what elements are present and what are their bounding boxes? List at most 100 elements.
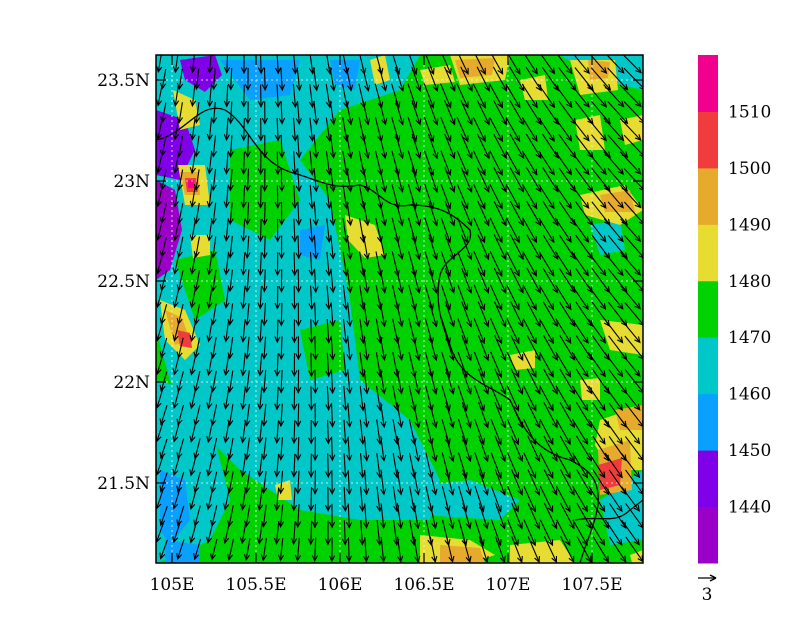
wind-arrow — [461, 267, 473, 294]
wind-arrow — [510, 368, 524, 395]
wind-arrow — [278, 235, 285, 260]
wind-arrow — [592, 368, 610, 395]
wind-arrow — [312, 268, 319, 294]
wind-arrow — [440, 150, 452, 177]
colorbar-label: 1510 — [728, 102, 771, 122]
wind-arrow — [458, 485, 468, 513]
wind-arrow — [240, 151, 247, 175]
wind-arrow — [278, 437, 285, 461]
wind-arrow — [395, 100, 405, 126]
wind-arrow — [223, 152, 230, 175]
colorbar-segment — [698, 506, 718, 564]
wind-arrow — [362, 100, 371, 126]
wind-arrow — [223, 286, 230, 310]
wind-arrow — [522, 284, 537, 311]
wind-arrow — [206, 387, 213, 410]
wind-arrow — [407, 184, 418, 210]
lon-label: 107.5E — [561, 575, 622, 595]
wind-arrow — [539, 418, 554, 446]
wind-arrow — [620, 251, 642, 276]
wind-arrow — [362, 167, 371, 193]
wind-arrow — [156, 85, 163, 107]
wind-arrow — [521, 117, 538, 143]
wind-arrow — [325, 318, 332, 344]
wind-arrow — [587, 184, 607, 209]
wind-arrow — [587, 318, 607, 344]
wind-arrow — [429, 435, 438, 463]
wind-arrow — [378, 100, 388, 126]
wind-arrow — [329, 369, 336, 395]
wind-arrow — [223, 320, 230, 343]
wind-arrow — [571, 419, 589, 445]
wind-arrow — [341, 520, 349, 546]
wind-arrow — [489, 184, 503, 210]
wind-arrow — [189, 152, 196, 175]
wind-arrow — [558, 167, 577, 193]
wind-arrow — [291, 184, 298, 210]
wind-arrow — [159, 304, 168, 325]
wind-arrow — [542, 100, 560, 126]
wind-arrow — [308, 319, 315, 344]
wind-arrow — [172, 320, 180, 342]
wind-arrow — [359, 520, 366, 546]
wind-arrow — [428, 335, 438, 362]
wind-arrow — [210, 404, 218, 427]
colorbar-segment — [698, 393, 718, 451]
wind-arrow — [206, 522, 214, 544]
wind-arrow — [412, 402, 421, 429]
wind-arrow — [493, 100, 507, 126]
wind-arrow — [312, 167, 319, 193]
wind-arrow — [587, 352, 606, 378]
wind-arrow — [324, 520, 332, 546]
wind-arrow — [359, 453, 366, 479]
wind-arrow — [526, 200, 542, 227]
wind-arrow — [189, 387, 197, 410]
wind-arrow — [592, 536, 610, 563]
wind-arrow — [328, 537, 336, 563]
wind-arrow — [346, 100, 354, 126]
wind-arrow — [604, 419, 623, 445]
wind-arrow — [261, 269, 268, 293]
wind-arrow — [223, 219, 230, 242]
wind-arrow — [424, 318, 434, 345]
wind-arrow — [588, 486, 606, 513]
wind-arrow — [172, 186, 180, 208]
wind-arrow — [210, 337, 217, 360]
wind-arrow — [172, 354, 180, 376]
wind-arrow — [505, 217, 520, 244]
wind-arrow — [172, 421, 181, 443]
wind-arrow — [206, 85, 214, 108]
wind-arrow — [522, 251, 538, 277]
wind-arrow — [379, 368, 387, 395]
wind-arrow — [619, 84, 642, 108]
wind-arrow — [489, 284, 503, 311]
wind-arrow — [394, 66, 405, 92]
wind-arrow — [312, 335, 319, 361]
wind-arrow — [312, 436, 319, 462]
wind-arrow — [557, 55, 573, 75]
wind-arrow — [395, 301, 404, 328]
wind-arrow — [206, 421, 214, 444]
wind-arrow — [346, 436, 353, 462]
wind-arrow — [223, 185, 230, 209]
wind-arrow — [346, 234, 353, 260]
wind-arrow — [505, 184, 521, 210]
wind-arrow — [429, 502, 438, 530]
wind-arrow — [206, 219, 213, 242]
wind-arrow — [375, 318, 383, 345]
wind-arrow — [312, 100, 320, 126]
wind-arrow — [312, 403, 319, 428]
wind-arrow — [257, 286, 264, 310]
wind-arrow — [290, 487, 298, 512]
wind-arrow — [603, 251, 624, 277]
wind-arrow — [277, 537, 285, 562]
wind-arrow — [506, 452, 520, 480]
wind-arrow — [159, 539, 168, 560]
wind-arrow — [554, 117, 573, 142]
wind-arrow — [507, 55, 521, 75]
wind-arrow — [261, 67, 269, 92]
wind-arrow — [396, 368, 404, 395]
wind-arrow — [244, 202, 251, 226]
wind-arrow — [554, 217, 572, 243]
wind-arrow — [478, 502, 489, 530]
